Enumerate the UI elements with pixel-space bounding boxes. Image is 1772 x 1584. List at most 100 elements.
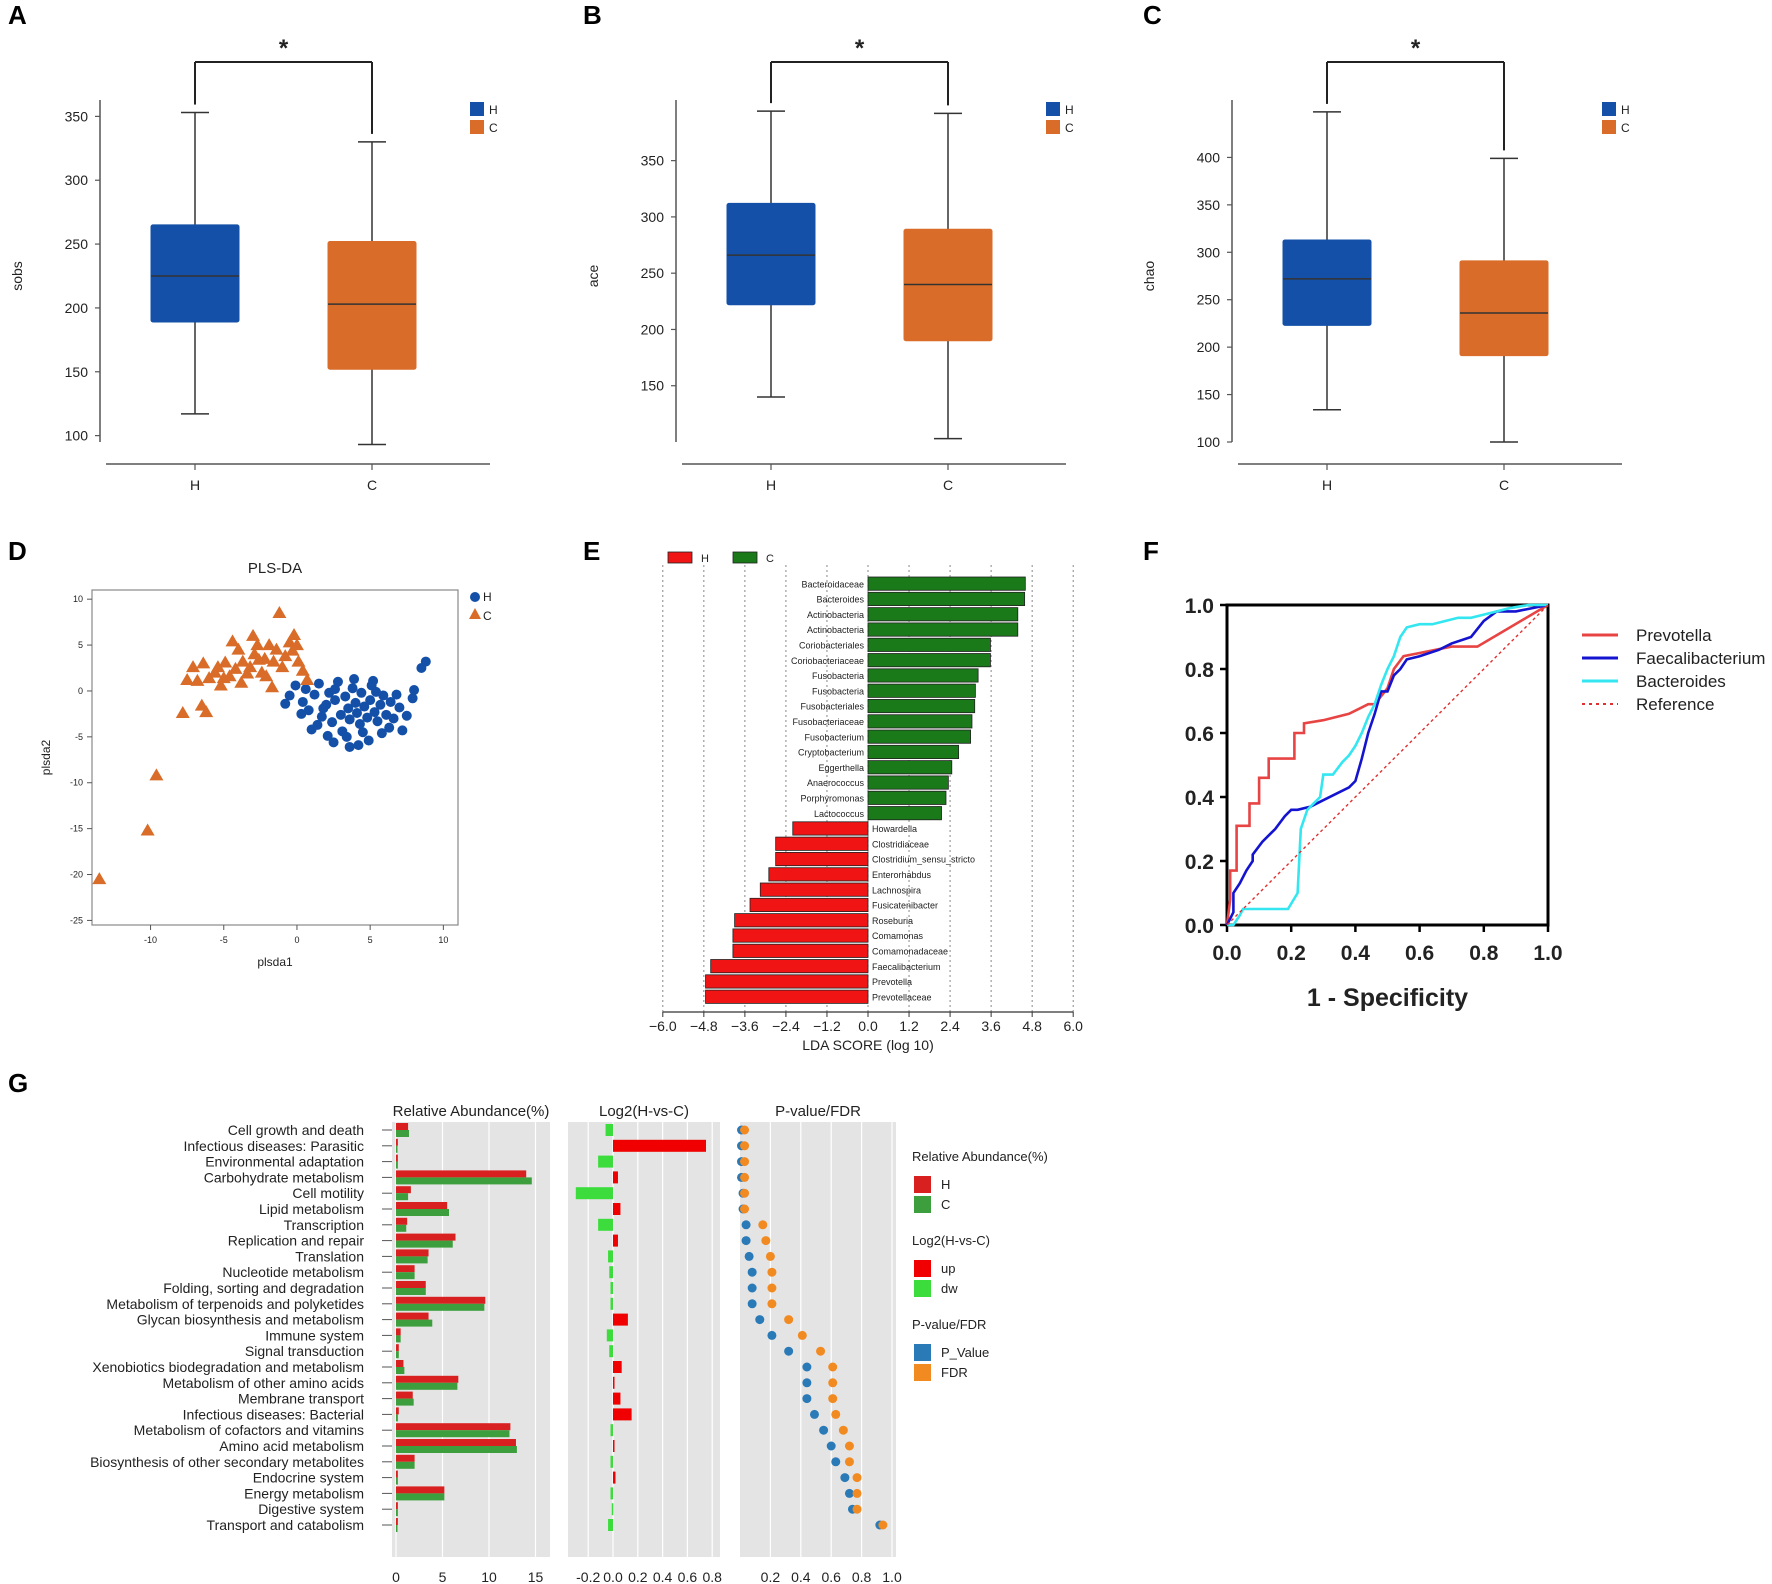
legend-swatch-H [667, 551, 693, 564]
point-C [300, 672, 315, 685]
point-H [388, 713, 399, 724]
y-tick-label: 200 [65, 300, 89, 316]
ra-bar-H [396, 1123, 409, 1130]
lda-bar-H [705, 974, 869, 989]
log2-bar [608, 1519, 613, 1531]
panel-bg [740, 1122, 896, 1557]
point-H [335, 709, 346, 720]
log2-bar [605, 1124, 613, 1136]
x-tick-label: 0.8 [852, 1569, 872, 1584]
taxon-label: Enterorhabdus [872, 870, 932, 880]
ra-bar-C [396, 1430, 510, 1438]
lda-bar-C [867, 775, 949, 790]
ra-bar-H [396, 1439, 516, 1446]
x-tick-label: −6.0 [649, 1018, 677, 1034]
x-tick-label: H [190, 477, 200, 493]
x-tick-label: 1.2 [899, 1018, 919, 1034]
point-C [287, 627, 302, 640]
ra-bar-C [396, 1477, 398, 1485]
log2-bar [598, 1155, 613, 1168]
fdr-dot [838, 1425, 848, 1435]
ra-bar-C [396, 1193, 409, 1201]
ra-bar-H [396, 1249, 429, 1257]
ra-bar-H [396, 1518, 398, 1525]
box-H [150, 224, 240, 323]
fdr-dot [767, 1267, 777, 1277]
point-H [354, 719, 365, 729]
log2-bar [610, 1487, 613, 1500]
ra-bar-C [396, 1256, 428, 1264]
point-C [295, 663, 310, 676]
point-H [375, 699, 386, 710]
y-tick-label: -15 [70, 824, 83, 834]
x-tick-label: -5 [220, 935, 228, 945]
legend-label: C [483, 609, 492, 623]
pathway-label: Biosynthesis of other secondary metaboli… [90, 1454, 364, 1470]
point-H [384, 722, 395, 733]
roc-curve-prevotella [1225, 603, 1549, 926]
p-value-dot [840, 1473, 850, 1483]
y-tick-label: -5 [75, 732, 83, 742]
lda-bar-C [867, 668, 979, 683]
y-tick-label: 0.8 [1185, 659, 1215, 682]
roc-curve-reference [1226, 604, 1549, 926]
x-tick-label: −3.6 [731, 1018, 759, 1034]
legend-swatch-H [470, 102, 484, 116]
legend-label: FDR [941, 1365, 968, 1380]
legend-swatch-C [1602, 120, 1616, 134]
ra-bar-H [396, 1391, 413, 1399]
point-C [216, 671, 231, 684]
point-C [269, 642, 284, 655]
ra-bar-H [396, 1328, 401, 1336]
y-tick-label: 200 [641, 321, 665, 337]
y-tick-label: -20 [70, 870, 83, 880]
ra-bar-C [396, 1209, 450, 1216]
log2-bar [613, 1139, 706, 1152]
point-H [372, 716, 383, 727]
legend-title: P-value/FDR [912, 1317, 986, 1332]
x-tick-label: H [766, 477, 776, 493]
x-tick-label: 10 [438, 935, 448, 945]
ra-bar-C [396, 1461, 415, 1469]
panel-label-C: C [1143, 0, 1162, 30]
y-tick-label: 250 [641, 265, 665, 281]
point-C [275, 660, 290, 673]
point-C [149, 768, 164, 781]
ra-bar-H [396, 1154, 398, 1162]
pathway-label: Transcription [284, 1217, 364, 1233]
lda-bar-C [867, 683, 976, 698]
fdr-dot [844, 1457, 854, 1467]
point-H [363, 735, 374, 746]
y-tick-label: 250 [65, 236, 89, 252]
y-tick-label: -10 [70, 778, 83, 788]
taxon-label: Fusobacteriaceae [792, 717, 864, 727]
point-C [291, 654, 306, 667]
x-axis-label: LDA SCORE (log 10) [802, 1037, 934, 1053]
log2-bar [610, 1424, 613, 1437]
p-value-dot [747, 1267, 757, 1277]
ra-bar-H [396, 1233, 456, 1241]
point-H [297, 696, 308, 707]
taxon-label: Lachnospira [872, 885, 921, 895]
taxon-label: Bacteroidaceae [801, 579, 864, 589]
point-H [368, 675, 379, 686]
y-tick-label: 350 [65, 108, 89, 124]
point-C [213, 678, 228, 691]
point-H [376, 728, 387, 739]
ra-bar-C [396, 1367, 405, 1374]
pathway-label: Metabolism of terpenoids and polyketides [106, 1296, 364, 1312]
fdr-dot [740, 1172, 750, 1182]
point-C [199, 705, 214, 718]
y-axis-label: ace [585, 265, 601, 288]
x-tick-label: 0.6 [1405, 942, 1434, 965]
ra-bar-H [396, 1360, 404, 1367]
lda-bar-H [792, 821, 869, 836]
fdr-dot [740, 1188, 750, 1198]
point-C [92, 872, 107, 885]
lda-bar-C [867, 714, 973, 729]
point-H [341, 731, 352, 742]
y-axis-label: plsda2 [39, 740, 53, 776]
log2-bar [610, 1297, 613, 1310]
taxon-label: Coriobacteriaceae [791, 656, 864, 666]
ra-bar-C [396, 1351, 399, 1359]
